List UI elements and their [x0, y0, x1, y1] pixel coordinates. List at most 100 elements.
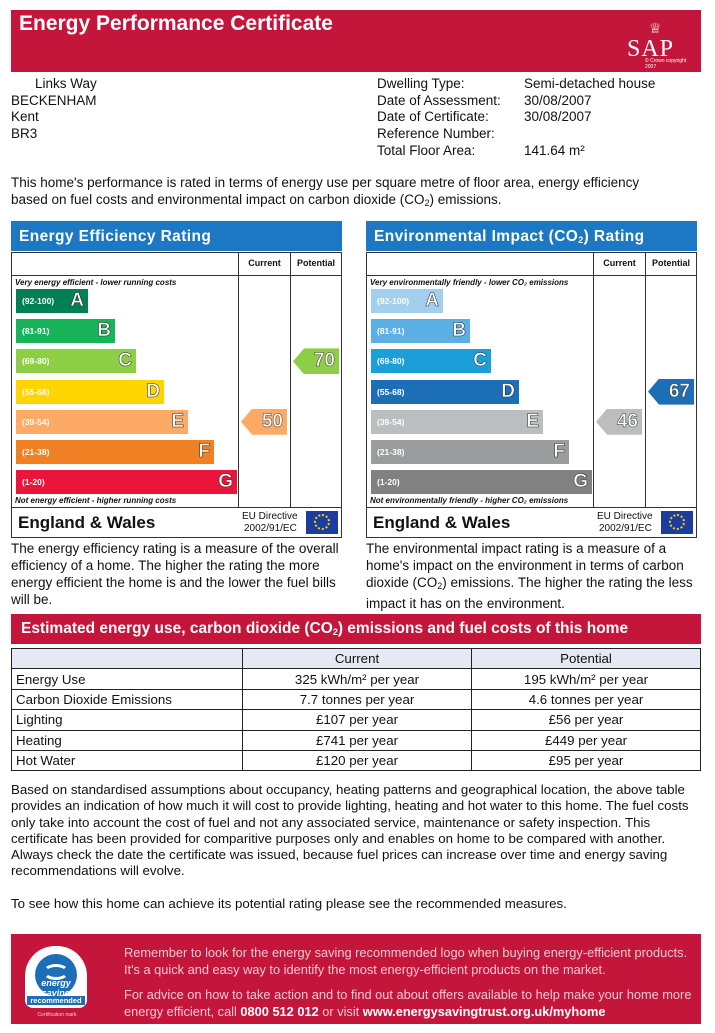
potential-value: 4.6 tonnes per year: [471, 688, 701, 711]
footer-paragraph: Remember to look for the energy saving r…: [124, 945, 688, 977]
rating-band-b: (81-91) B: [371, 319, 470, 344]
band-letter: A: [425, 290, 439, 312]
eu-directive-line: EU Directive: [597, 511, 653, 522]
band-letter: F: [198, 441, 210, 463]
band-letter: F: [553, 441, 565, 463]
divider: [12, 507, 341, 508]
bottom-note: Not energy efficient - higher running co…: [15, 496, 177, 505]
region-label: England & Wales: [18, 513, 156, 532]
environmental-impact-rating-panel: Environmental Impact (CO2) Rating Curren…: [366, 221, 697, 538]
rating-band-g: (1-20) G: [16, 470, 237, 495]
divider: [238, 275, 239, 507]
address-line: BR3: [11, 125, 38, 141]
energy-saving-recommended-logo: energy saving recommended Certification …: [21, 946, 93, 1018]
current-header: Current: [242, 647, 472, 670]
current-value: £741 per year: [242, 729, 472, 751]
floor-area-value: 141.64 m²: [524, 142, 585, 158]
current-value: £120 per year: [242, 749, 472, 772]
divider: [645, 275, 646, 507]
rating-band-a: (92-100) A: [371, 289, 443, 313]
address-line: BECKENHAM: [11, 92, 97, 108]
current-rating-arrow: 50: [241, 408, 287, 435]
potential-rating-arrow: 70: [293, 348, 339, 375]
band-range: (69-80): [22, 356, 50, 367]
divider: [12, 275, 341, 276]
footer-paragraph: For advice on how to take action and to …: [124, 986, 699, 1020]
certificate-date-value: 30/08/2007: [524, 109, 592, 125]
band-range: (92-100): [22, 296, 55, 306]
row-label: Hot Water: [11, 749, 243, 772]
divider: [367, 275, 696, 276]
costs-table: Current Potential Energy Use 325 kWh/m² p…: [11, 647, 701, 772]
logo-copyright: © Crown copyright 2007: [645, 58, 687, 70]
phone-number: 0800 512 012: [240, 1004, 319, 1019]
detail-row: Reference Number:: [377, 126, 655, 143]
current-rating-arrow: 46: [596, 408, 642, 435]
website-link[interactable]: www.energysavingtrust.org.uk/myhome: [362, 1004, 606, 1019]
eu-directive: EU Directive 2002/91/EC: [242, 511, 298, 535]
band-range: (92-100): [377, 296, 410, 306]
panel-title-part: ) Rating: [583, 228, 645, 245]
notes-paragraph: Based on standardised assumptions about …: [11, 782, 689, 879]
badge-text: Certification mark: [37, 1012, 77, 1018]
assessment-date-value: 30/08/2007: [524, 92, 592, 108]
current-column-header: Current: [238, 253, 290, 275]
divider: [367, 507, 696, 508]
floor-area-label: Total Floor Area:: [377, 142, 476, 158]
bottom-note: Not environmentally friendly - higher CO…: [370, 496, 569, 505]
current-value: £107 per year: [242, 709, 472, 731]
band-range: (21-38): [377, 447, 405, 457]
panel-title: Environmental Impact (CO2) Rating: [366, 221, 697, 251]
sap-logo-text: SAP: [627, 36, 675, 62]
intro-text-part: based on fuel costs and environmental im…: [11, 192, 425, 207]
energy-efficiency-rating-panel: Energy Efficiency Rating Current Potenti…: [11, 221, 342, 538]
detail-row: Total Floor Area: 141.64 m²: [377, 143, 655, 160]
reference-label: Reference Number:: [377, 126, 495, 142]
subscript: 2: [578, 235, 584, 245]
band-letter: C: [118, 350, 132, 372]
heading-part: Estimated energy use, carbon dioxide (CO: [21, 620, 333, 637]
intro-line: This home's performance is rated in term…: [11, 175, 640, 190]
potential-rating-value: 70: [313, 350, 336, 372]
rating-band-d: (55-68) D: [371, 379, 519, 404]
band-range: (55-68): [22, 386, 50, 397]
rating-band-e: (39-54) E: [371, 409, 543, 434]
empty-header: [11, 647, 243, 670]
detail-row: Date of Assessment: 30/08/2007: [377, 93, 655, 110]
rating-chart: Current Potential Very energy efficient …: [11, 252, 342, 538]
recommendation-note: To see how this home can achieve its pot…: [11, 896, 567, 911]
table-row: Hot Water £120 per year £95 per year: [11, 749, 701, 772]
divider: [593, 275, 594, 507]
band-letter: D: [146, 380, 160, 402]
row-label: Carbon Dioxide Emissions: [11, 688, 243, 711]
eu-directive-line: 2002/91/EC: [244, 523, 297, 534]
rating-band-g: (1-20) G: [371, 470, 592, 495]
row-label: Lighting: [11, 709, 243, 731]
rating-band-f: (21-38) F: [371, 440, 569, 464]
band-letter: B: [97, 320, 111, 342]
badge-text: recommended: [27, 996, 85, 1005]
page-title: Energy Performance Certificate: [19, 12, 333, 35]
current-value: 7.7 tonnes per year: [242, 688, 472, 711]
intro-text: This home's performance is rated in term…: [11, 174, 715, 212]
subscript: 2: [437, 581, 443, 591]
intro-text-part: ) emissions.: [429, 192, 502, 207]
band-letter: E: [526, 410, 539, 433]
footer-banner: energy saving recommended Certification …: [11, 934, 701, 1024]
band-letter: G: [573, 471, 588, 493]
address-line: Kent: [11, 109, 39, 124]
potential-value: 195 kWh/m² per year: [471, 668, 701, 690]
current-column-header: Current: [593, 253, 645, 275]
potential-rating-value: 67: [668, 380, 691, 402]
rating-band-b: (81-91) B: [16, 319, 115, 344]
band-range: (39-54): [377, 416, 405, 427]
rating-band-e: (39-54) E: [16, 409, 188, 434]
row-label: Energy Use: [11, 668, 243, 690]
divider: [290, 275, 291, 507]
property-details: Dwelling Type: Semi-detached house Date o…: [377, 76, 655, 160]
potential-rating-arrow: 67: [648, 378, 694, 405]
region-label: England & Wales: [373, 513, 511, 532]
potential-header: Potential: [471, 647, 701, 670]
potential-value: £56 per year: [471, 709, 701, 731]
assessment-date-label: Date of Assessment:: [377, 92, 501, 108]
